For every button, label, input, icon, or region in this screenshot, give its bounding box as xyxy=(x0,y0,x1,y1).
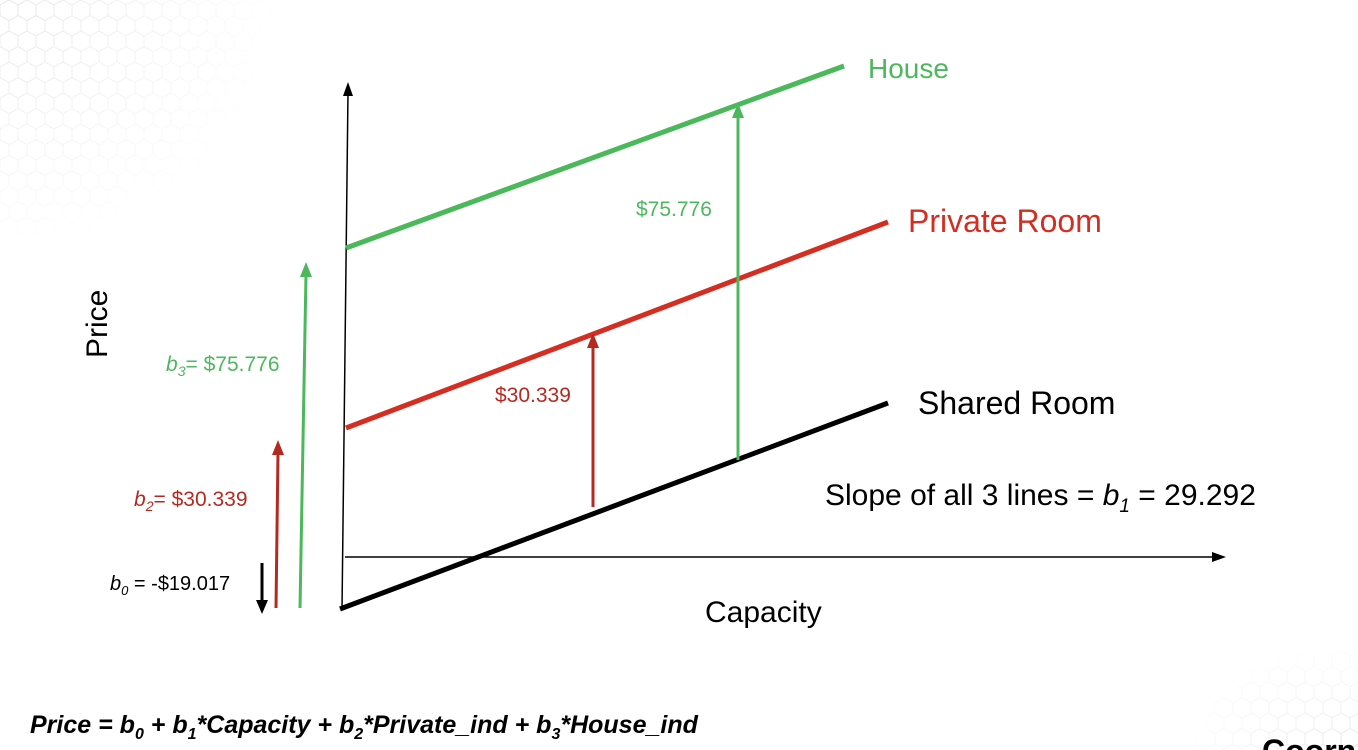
house-label: House xyxy=(868,53,949,84)
b3-label: b3= $75.776 xyxy=(166,353,280,379)
b3-subscript: 3 xyxy=(178,363,186,379)
eq-t2: *Private_ind + xyxy=(363,711,536,739)
b2-subscript: 2 xyxy=(145,498,154,514)
private-offset-label: $30.339 xyxy=(495,384,571,407)
eq-b0: b xyxy=(120,711,135,739)
b3-symbol: b xyxy=(166,353,178,376)
y-axis-arrowhead xyxy=(343,82,353,96)
hex-background-top-left xyxy=(0,0,280,250)
shared-room-label: Shared Room xyxy=(918,385,1115,421)
b3-value: = $75.776 xyxy=(185,353,279,376)
y-axis xyxy=(341,91,349,611)
b2-symbol: b xyxy=(134,488,146,511)
eq-b3: b xyxy=(536,711,551,739)
house-offset-arrow xyxy=(732,103,744,460)
eq-b2-sub: 2 xyxy=(353,726,363,743)
slope-prefix: Slope of all 3 lines = xyxy=(825,479,1103,512)
b0-subscript: 0 xyxy=(121,583,129,598)
house-offset-label: $75.776 xyxy=(636,198,712,221)
b0-label: b0 = -$19.017 xyxy=(110,573,230,598)
b2-arrow xyxy=(272,440,284,609)
slope-annotation: Slope of all 3 lines = b1 = 29.292 xyxy=(825,479,1256,517)
eq-t3: *House_ind xyxy=(560,711,698,739)
slope-subscript: 1 xyxy=(1119,496,1130,517)
eq-b1-sub: 1 xyxy=(188,726,197,743)
private-room-label: Private Room xyxy=(908,203,1102,239)
y-axis-label: Price xyxy=(81,290,114,358)
b3-arrow xyxy=(298,262,312,609)
x-axis-arrowhead xyxy=(1212,552,1226,562)
b2-label: b2= $30.339 xyxy=(134,488,248,514)
b0-arrow xyxy=(256,563,268,614)
eq-b1: b xyxy=(172,711,187,739)
hex-background-bottom-right xyxy=(1180,640,1358,750)
b0-symbol: b xyxy=(110,573,121,595)
private-room-line xyxy=(345,219,889,431)
eq-b3-sub: 3 xyxy=(551,726,560,743)
eq-t1: *Capacity + xyxy=(197,711,339,739)
house-line xyxy=(345,63,845,251)
eq-p1: + xyxy=(144,711,173,739)
corner-brand-text: Coorn xyxy=(1262,733,1356,750)
regression-equation: Price = b0 + b1*Capacity + b2*Private_in… xyxy=(30,711,699,743)
slope-symbol: b xyxy=(1103,479,1120,512)
eq-b0-sub: 0 xyxy=(135,726,144,743)
shared-room-line xyxy=(339,400,889,612)
eq-lead: Price = xyxy=(30,711,120,739)
slope-suffix: = 29.292 xyxy=(1130,479,1256,512)
x-axis-label: Capacity xyxy=(705,596,822,629)
eq-b2: b xyxy=(339,711,354,739)
b0-value: = -$19.017 xyxy=(128,573,230,595)
b2-value: = $30.339 xyxy=(153,488,247,511)
private-offset-arrow xyxy=(587,333,599,507)
